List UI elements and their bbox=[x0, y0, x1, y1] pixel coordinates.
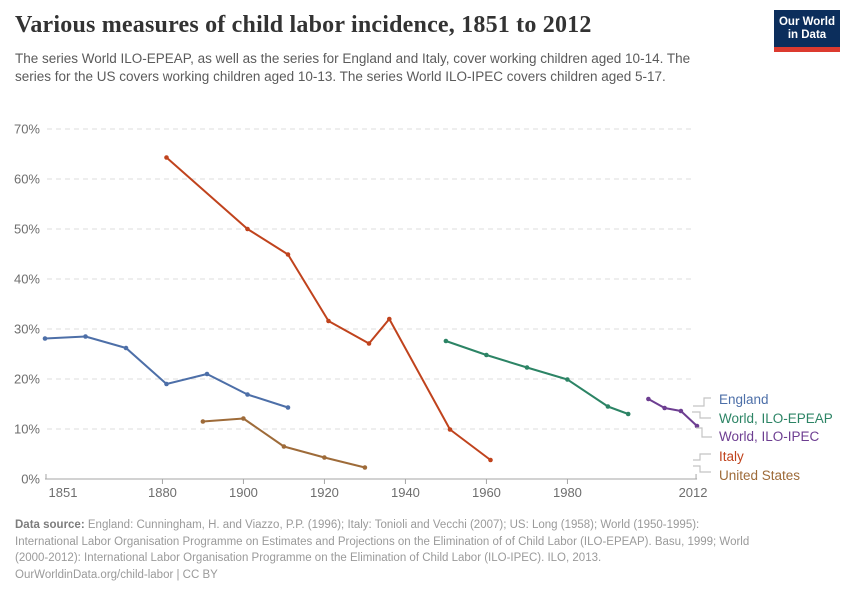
legend-connector bbox=[693, 453, 711, 461]
data-point-italy bbox=[447, 427, 453, 432]
legend-connector bbox=[693, 397, 711, 407]
series-line-united-states bbox=[201, 417, 366, 469]
data-point-united-states bbox=[322, 455, 327, 460]
data-point-world-ilo-ipec bbox=[662, 405, 667, 411]
data-point-united-states bbox=[362, 465, 368, 470]
data-point-world-ilo-ipec bbox=[678, 408, 684, 414]
y-tick-label: 60% bbox=[14, 172, 40, 187]
data-point-italy bbox=[245, 226, 250, 232]
legend-connector bbox=[693, 465, 711, 473]
data-point-italy bbox=[387, 316, 392, 322]
legend-connector bbox=[692, 411, 711, 419]
data-point-world-ilo-ipec bbox=[694, 423, 700, 429]
legend-item-world-ilo-epeap[interactable]: World, ILO-EPEAP bbox=[719, 411, 833, 426]
y-tick-label: 70% bbox=[14, 122, 40, 137]
x-tick-label: 1900 bbox=[229, 485, 258, 500]
x-tick-label: 1851 bbox=[49, 485, 78, 500]
data-point-england bbox=[123, 345, 129, 351]
data-point-england bbox=[285, 405, 291, 410]
y-tick-label: 10% bbox=[14, 422, 40, 437]
y-tick-label: 50% bbox=[14, 222, 40, 237]
data-point-united-states bbox=[241, 416, 246, 421]
data-point-italy bbox=[488, 457, 493, 463]
data-point-world-ilo-epeap bbox=[524, 365, 530, 370]
series-line-italy bbox=[165, 156, 492, 461]
y-tick-label: 0% bbox=[21, 472, 40, 487]
x-tick-label: 1980 bbox=[553, 485, 582, 500]
data-point-england bbox=[42, 336, 48, 341]
data-point-england bbox=[83, 334, 88, 339]
x-tick-label: 1880 bbox=[148, 485, 177, 500]
owid-logo-line1: Our World bbox=[778, 16, 835, 28]
data-point-italy bbox=[285, 252, 291, 257]
x-tick-label: 1940 bbox=[391, 485, 420, 500]
legend-item-united-states[interactable]: United States bbox=[719, 468, 801, 483]
x-tick-label: 2012 bbox=[679, 485, 708, 500]
y-tick-label: 20% bbox=[14, 372, 40, 387]
legend-item-world-ilo-ipec[interactable]: World, ILO-IPEC bbox=[719, 429, 820, 444]
footer-license: OurWorldinData.org/child-labor | CC BY bbox=[15, 569, 218, 581]
data-point-world-ilo-epeap bbox=[625, 411, 631, 417]
owid-logo-line2: in Data bbox=[787, 29, 827, 41]
data-point-italy bbox=[164, 155, 169, 160]
data-point-world-ilo-epeap bbox=[484, 352, 489, 358]
data-point-england bbox=[204, 371, 210, 377]
x-tick-label: 1920 bbox=[310, 485, 339, 500]
data-point-united-states bbox=[281, 444, 287, 449]
data-source-label: Data source: bbox=[15, 519, 85, 531]
chart-subtitle: The series World ILO-EPEAP, as well as t… bbox=[15, 51, 691, 84]
data-point-world-ilo-epeap bbox=[565, 377, 570, 382]
series-line-world-ilo-epeap bbox=[444, 340, 630, 415]
data-source-text: England: Cunningham, H. and Viazzo, P.P.… bbox=[15, 519, 750, 564]
y-tick-label: 30% bbox=[14, 322, 40, 337]
y-tick-label: 40% bbox=[14, 272, 40, 287]
legend-connector bbox=[696, 427, 712, 438]
owid-logo: Our World in Data bbox=[774, 10, 840, 52]
legend-item-england[interactable]: England bbox=[719, 392, 769, 407]
series-line-world-ilo-ipec bbox=[647, 398, 698, 427]
data-point-world-ilo-epeap bbox=[443, 338, 449, 344]
legend-item-italy[interactable]: Italy bbox=[719, 449, 744, 464]
series-line-england bbox=[44, 335, 289, 409]
data-point-world-ilo-epeap bbox=[605, 404, 611, 409]
data-point-england bbox=[245, 392, 250, 397]
footer-data-source: Data source: England: Cunningham, H. and… bbox=[15, 517, 757, 567]
data-point-italy bbox=[326, 318, 331, 324]
x-tick-label: 1960 bbox=[472, 485, 501, 500]
data-point-england bbox=[164, 381, 169, 387]
data-point-united-states bbox=[200, 419, 206, 424]
data-point-world-ilo-ipec bbox=[646, 396, 651, 402]
page-title: Various measures of child labor incidenc… bbox=[15, 12, 592, 38]
data-point-italy bbox=[366, 341, 372, 346]
